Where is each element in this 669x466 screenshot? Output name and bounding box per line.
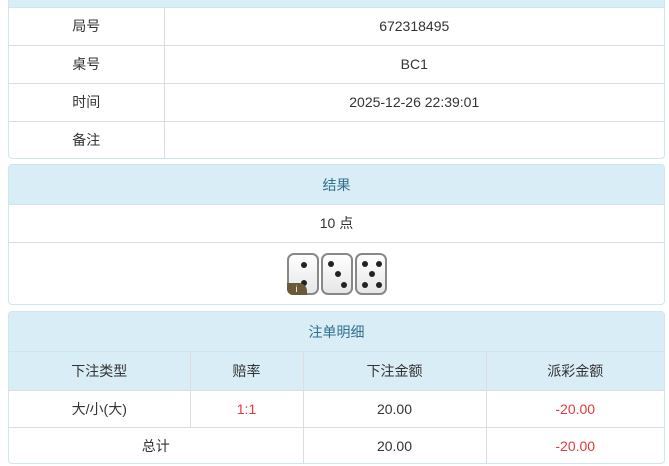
die-3-icon xyxy=(320,253,353,295)
col-bet-amount: 下注金额 xyxy=(302,352,487,391)
odds: 1:1 xyxy=(189,389,304,428)
row-round-number: 局号 672318495 xyxy=(9,8,664,46)
total-label: 总计 xyxy=(9,426,304,463)
label: 备注 xyxy=(9,120,165,158)
total-payout: -20.00 xyxy=(485,426,664,463)
col-odds: 赔率 xyxy=(189,352,304,391)
bet-details-panel: 注单明细 下注类型 赔率 下注金额 派彩金额 大/小(大) 1:1 20.00 … xyxy=(8,311,665,464)
dice-row: i xyxy=(9,243,664,304)
round-info-panel: 局号 672318495 桌号 BC1 时间 2025-12-26 22:39:01 … xyxy=(8,0,665,159)
table-header: 下注类型 赔率 下注金额 派彩金额 xyxy=(9,352,664,391)
label: 时间 xyxy=(9,82,165,122)
row-remark: 备注 xyxy=(9,120,664,158)
panel-header xyxy=(9,0,664,8)
bet-type: 大/小(大) xyxy=(9,389,191,428)
row-table: 桌号 BC1 xyxy=(9,44,664,84)
time-value: 2025-12-26 22:39:01 xyxy=(163,82,664,122)
table-number: BC1 xyxy=(163,44,664,84)
payout: -20.00 xyxy=(485,389,664,428)
total-row: 总计 20.00 -20.00 xyxy=(9,426,664,463)
label: 局号 xyxy=(9,8,165,46)
col-payout: 派彩金额 xyxy=(485,352,664,391)
total-amount: 20.00 xyxy=(302,426,487,463)
result-panel: 结果 10 点 i xyxy=(8,164,665,305)
label: 桌号 xyxy=(9,44,165,84)
info-badge-icon[interactable]: i xyxy=(286,283,307,295)
bet-details-title: 注单明细 xyxy=(9,312,664,352)
row-time: 时间 2025-12-26 22:39:01 xyxy=(9,82,664,122)
die-2-icon: i xyxy=(286,253,319,295)
table-row: 大/小(大) 1:1 20.00 -20.00 xyxy=(9,389,664,428)
die-5-icon xyxy=(354,253,387,295)
result-points: 10 点 xyxy=(9,205,664,243)
remark-value xyxy=(163,120,664,158)
result-title: 结果 xyxy=(9,165,664,205)
round-number: 672318495 xyxy=(163,8,664,46)
bet-amount: 20.00 xyxy=(302,389,487,428)
col-bet-type: 下注类型 xyxy=(9,352,191,391)
